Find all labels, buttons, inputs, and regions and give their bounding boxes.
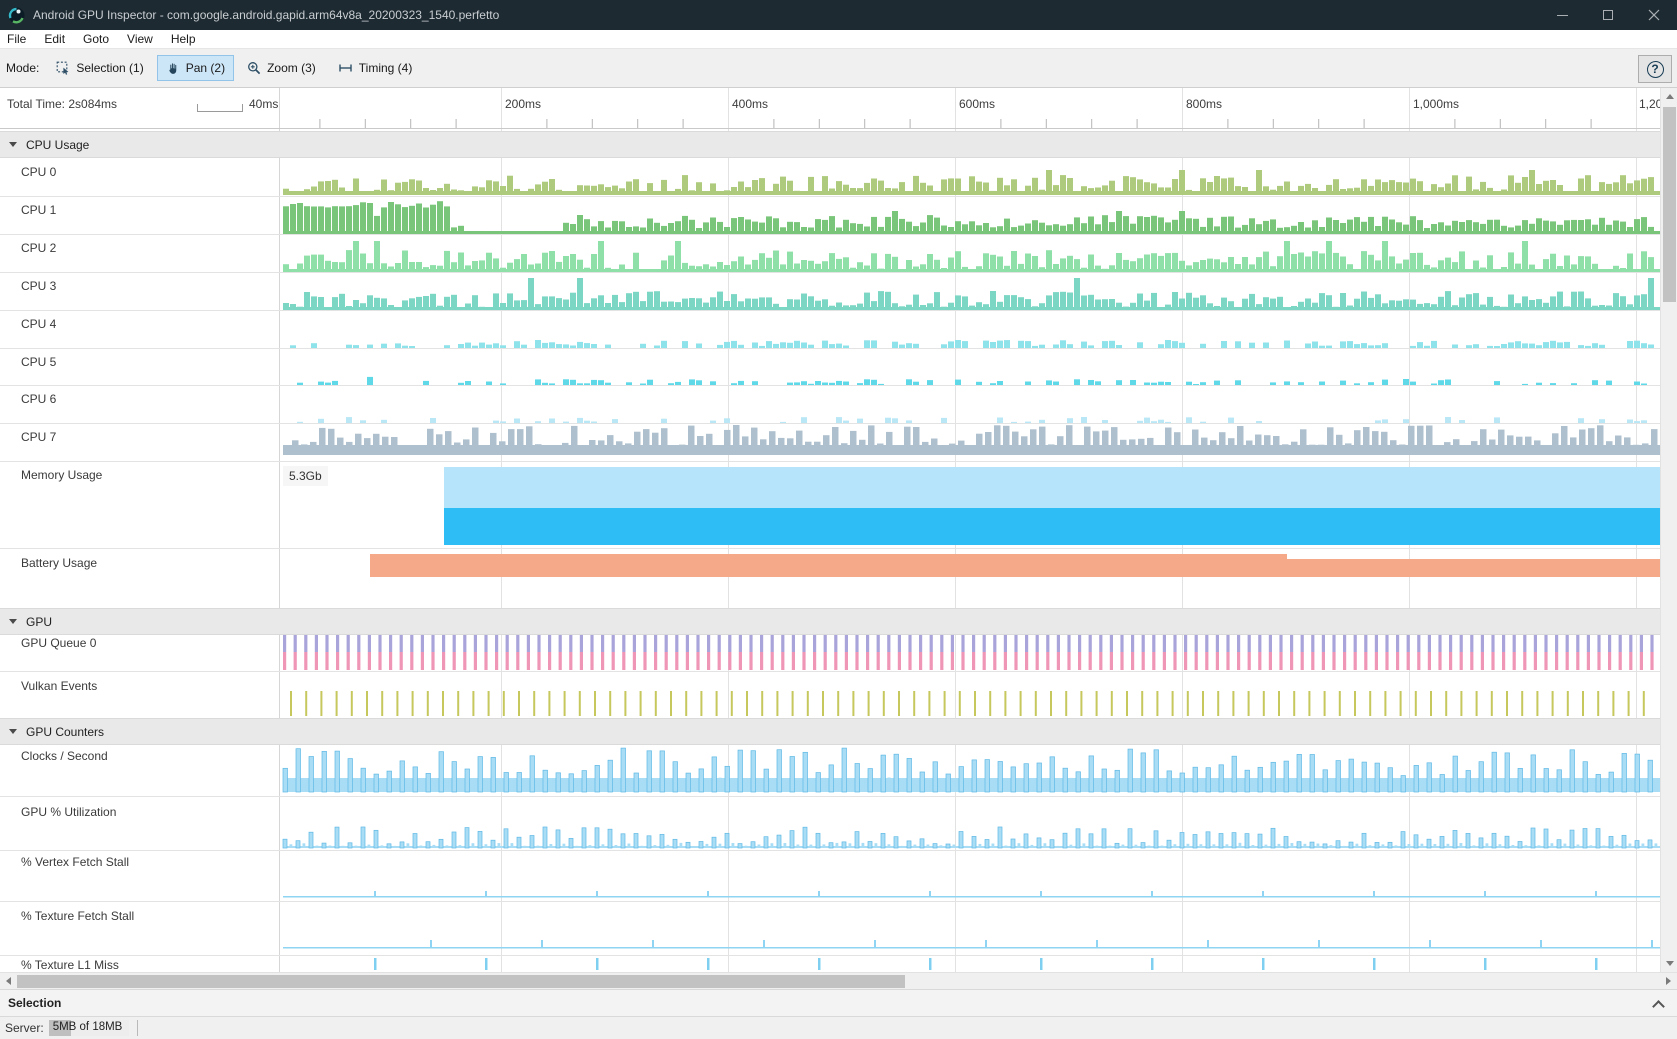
server-memory-progress: 5MB of 18MB (48, 1020, 129, 1036)
scroll-up-button[interactable] (1661, 88, 1677, 105)
track-label-cpu4: CPU 4 (21, 317, 57, 331)
arrow-right-icon (1666, 977, 1671, 985)
group-label: GPU Counters (26, 724, 105, 739)
track-label-vertex-fetch-stall: % Vertex Fetch Stall (21, 855, 130, 869)
arrow-up-icon (1665, 94, 1674, 99)
horizontal-scroll-thumb[interactable] (17, 975, 905, 988)
help-icon: ? (1646, 60, 1664, 78)
group-header-gpu-counters[interactable]: GPU Counters (0, 718, 1660, 745)
server-memory-progress-fill (48, 1020, 71, 1036)
collapse-arrow-icon (9, 142, 17, 147)
scale-label: 40ms (249, 97, 279, 111)
arrow-left-icon (6, 977, 11, 985)
track-label-memory: Memory Usage (21, 468, 103, 482)
maximize-button[interactable] (1585, 0, 1631, 30)
zoom-mode-label: Zoom (3) (267, 61, 316, 75)
track-label-cpu1: CPU 1 (21, 203, 57, 217)
window-title: Android GPU Inspector - com.google.andro… (33, 8, 500, 22)
timeline-area[interactable]: Total Time: 2s084ms 40ms 200ms 400ms 600… (0, 88, 1677, 972)
close-button[interactable] (1631, 0, 1677, 30)
track-label-clocks: Clocks / Second (21, 749, 108, 763)
pan-mode-label: Pan (2) (185, 61, 226, 75)
zoom-mode-button[interactable]: Zoom (3) (238, 55, 325, 81)
scroll-down-button[interactable] (1661, 955, 1677, 972)
mode-toolbar: Mode: Selection (1) Pan (2) Zoom (3) Tim… (0, 49, 1677, 88)
track-label-vulkan-events: Vulkan Events (21, 679, 98, 693)
selection-icon (57, 61, 69, 75)
scale-bracket-icon (197, 104, 243, 112)
ruler-tick-1000ms: 1,000ms (1413, 97, 1460, 111)
app-logo-icon (8, 7, 25, 23)
group-header-cpu-usage[interactable]: CPU Usage (0, 131, 1660, 158)
chevron-up-icon[interactable] (1652, 1000, 1665, 1013)
selection-panel-header[interactable]: Selection (0, 989, 1677, 1017)
pan-hand-icon (169, 63, 176, 74)
menu-bar: File Edit Goto View Help (0, 30, 1677, 49)
scroll-left-button[interactable] (0, 973, 17, 989)
track-label-cpu7: CPU 7 (21, 430, 57, 444)
menu-view[interactable]: View (127, 32, 153, 46)
ruler-tick-600ms: 600ms (959, 97, 996, 111)
track-label-gpu-utilization: GPU % Utilization (21, 805, 117, 819)
status-separator (136, 1020, 138, 1036)
menu-edit[interactable]: Edit (44, 32, 66, 46)
menu-goto[interactable]: Goto (83, 32, 110, 46)
timing-icon (339, 64, 352, 72)
ruler-tick-800ms: 800ms (1186, 97, 1223, 111)
ruler-tick-200ms: 200ms (505, 97, 542, 111)
server-memory-text: 5MB of 18MB (52, 1021, 123, 1033)
track-label-battery: Battery Usage (21, 556, 98, 570)
track-label-cpu3: CPU 3 (21, 279, 57, 293)
server-label: Server: (5, 1021, 44, 1035)
collapse-arrow-icon (9, 619, 17, 624)
title-bar: Android GPU Inspector - com.google.andro… (0, 0, 1677, 30)
selection-panel-title: Selection (8, 996, 62, 1010)
selection-mode-button[interactable]: Selection (1) (47, 55, 152, 81)
arrow-down-icon (1665, 961, 1674, 966)
menu-help[interactable]: Help (170, 32, 196, 46)
track-label-texture-l1-miss: % Texture L1 Miss (21, 958, 119, 972)
timing-mode-label: Timing (4) (358, 61, 413, 75)
total-time-label: Total Time: 2s084ms (7, 97, 118, 111)
track-label-gpu-queue0: GPU Queue 0 (21, 636, 97, 650)
minimize-icon (1556, 14, 1568, 16)
window-controls (1539, 0, 1677, 30)
vertical-scroll-thumb[interactable] (1663, 107, 1676, 302)
ruler-tick-400ms: 400ms (732, 97, 769, 111)
scroll-right-button[interactable] (1660, 973, 1677, 989)
vertical-scrollbar[interactable] (1660, 88, 1677, 972)
maximize-icon (1603, 10, 1613, 20)
timeline-canvas[interactable] (0, 88, 1660, 972)
group-label: CPU Usage (26, 137, 90, 152)
timing-mode-button[interactable]: Timing (4) (329, 55, 422, 81)
memory-value-badge: 5.3Gb (283, 466, 328, 486)
track-label-cpu0: CPU 0 (21, 165, 57, 179)
selection-mode-label: Selection (1) (76, 61, 144, 75)
track-label-cpu6: CPU 6 (21, 392, 57, 406)
zoom-icon (248, 62, 261, 75)
help-button[interactable]: ? (1638, 55, 1672, 83)
minimize-button[interactable] (1539, 0, 1585, 30)
track-label-texture-fetch-stall: % Texture Fetch Stall (21, 909, 135, 923)
track-label-cpu2: CPU 2 (21, 241, 57, 255)
pan-mode-button[interactable]: Pan (2) (156, 55, 235, 81)
group-label: GPU (26, 614, 53, 629)
collapse-arrow-icon (9, 729, 17, 734)
menu-file[interactable]: File (7, 32, 27, 46)
group-header-gpu[interactable]: GPU (0, 608, 1660, 635)
horizontal-scrollbar[interactable] (0, 972, 1677, 989)
status-bar: Server: 5MB of 18MB (0, 1017, 1677, 1039)
close-icon (1648, 9, 1660, 21)
mode-label: Mode: (6, 61, 40, 75)
track-label-cpu5: CPU 5 (21, 355, 57, 369)
